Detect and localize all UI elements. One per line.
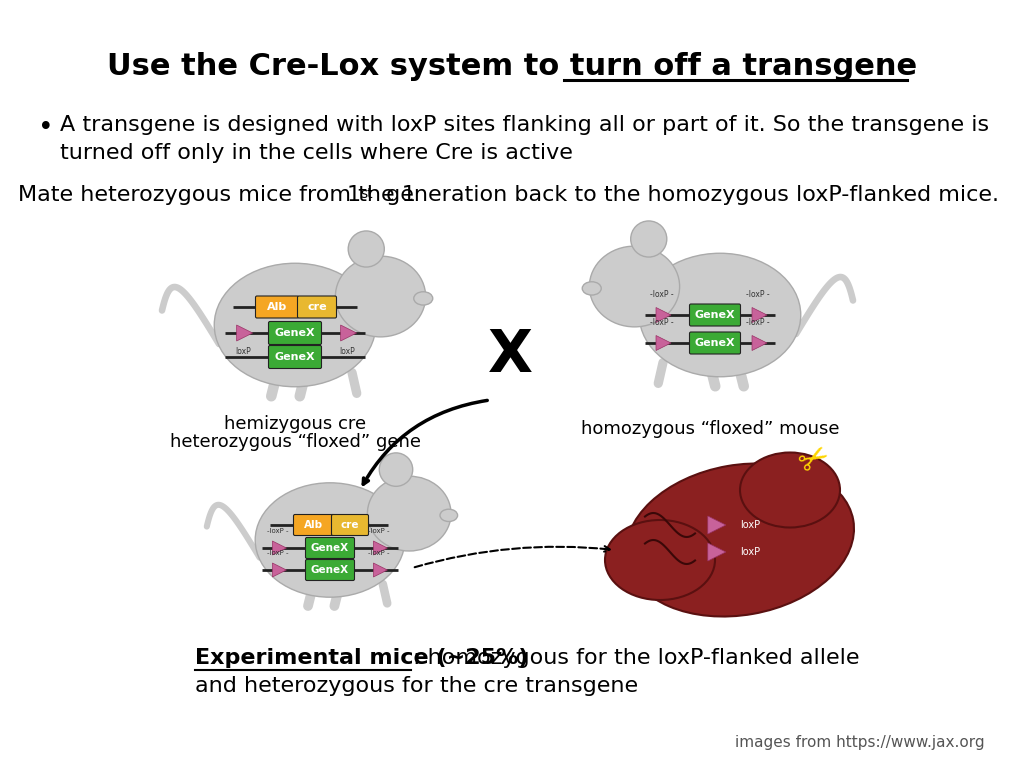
Text: loxP: loxP xyxy=(740,547,760,557)
Polygon shape xyxy=(272,541,287,555)
Polygon shape xyxy=(752,307,767,323)
Ellipse shape xyxy=(631,221,667,257)
Text: images from https://www.jax.org: images from https://www.jax.org xyxy=(735,735,985,750)
Text: st: st xyxy=(360,187,373,201)
Ellipse shape xyxy=(379,453,413,486)
Ellipse shape xyxy=(590,246,680,327)
Text: turned off only in the cells where Cre is active: turned off only in the cells where Cre i… xyxy=(60,143,572,163)
Text: GeneX: GeneX xyxy=(694,338,735,348)
Text: GeneX: GeneX xyxy=(274,328,315,338)
Polygon shape xyxy=(374,541,387,555)
Polygon shape xyxy=(272,563,287,577)
Polygon shape xyxy=(237,325,253,341)
Ellipse shape xyxy=(414,292,433,305)
FancyBboxPatch shape xyxy=(689,332,740,354)
Ellipse shape xyxy=(348,231,384,267)
FancyBboxPatch shape xyxy=(305,538,354,558)
FancyBboxPatch shape xyxy=(294,515,335,535)
Polygon shape xyxy=(656,336,671,350)
Polygon shape xyxy=(374,563,387,577)
Ellipse shape xyxy=(214,263,376,387)
Text: homozygous “floxed” mouse: homozygous “floxed” mouse xyxy=(581,420,840,438)
Ellipse shape xyxy=(626,463,854,617)
Text: : homozygous for the loxP-flanked allele: : homozygous for the loxP-flanked allele xyxy=(413,648,859,668)
Text: Alb: Alb xyxy=(304,520,324,530)
Text: ✂: ✂ xyxy=(794,438,837,482)
Text: -loxP -: -loxP - xyxy=(267,550,289,556)
Text: heterozygous “floxed” gene: heterozygous “floxed” gene xyxy=(170,433,421,451)
Text: 1: 1 xyxy=(347,185,361,205)
Ellipse shape xyxy=(255,483,404,598)
Polygon shape xyxy=(341,325,356,341)
FancyBboxPatch shape xyxy=(305,560,354,581)
Ellipse shape xyxy=(583,282,601,295)
FancyBboxPatch shape xyxy=(689,304,740,326)
FancyBboxPatch shape xyxy=(298,296,337,318)
Text: loxP: loxP xyxy=(236,347,251,356)
Text: -loxP -: -loxP - xyxy=(650,318,674,327)
Ellipse shape xyxy=(336,256,426,337)
Ellipse shape xyxy=(605,520,715,600)
Text: -loxP -: -loxP - xyxy=(369,550,390,556)
Text: loxP: loxP xyxy=(339,347,355,356)
Text: -loxP -: -loxP - xyxy=(746,318,770,327)
Ellipse shape xyxy=(740,452,840,528)
Text: loxP: loxP xyxy=(740,520,760,530)
FancyBboxPatch shape xyxy=(268,322,322,345)
Text: •: • xyxy=(38,115,53,141)
FancyBboxPatch shape xyxy=(256,296,299,318)
Text: cre: cre xyxy=(341,520,359,530)
Text: -loxP -: -loxP - xyxy=(267,528,289,534)
Polygon shape xyxy=(656,307,671,323)
Text: Experimental mice (~25%): Experimental mice (~25%) xyxy=(195,648,528,668)
Text: GeneX: GeneX xyxy=(694,310,735,320)
Text: cre: cre xyxy=(307,302,327,312)
Text: GeneX: GeneX xyxy=(274,352,315,362)
Polygon shape xyxy=(708,516,726,534)
FancyBboxPatch shape xyxy=(332,515,369,535)
Text: generation back to the homozygous loxP-flanked mice.: generation back to the homozygous loxP-f… xyxy=(379,185,999,205)
Text: and heterozygous for the cre transgene: and heterozygous for the cre transgene xyxy=(195,676,638,696)
Ellipse shape xyxy=(440,509,458,521)
Text: X: X xyxy=(487,326,532,383)
Text: -loxP -: -loxP - xyxy=(369,528,390,534)
Text: -loxP -: -loxP - xyxy=(746,290,770,299)
Text: A transgene is designed with loxP sites flanking all or part of it. So the trans: A transgene is designed with loxP sites … xyxy=(60,115,989,135)
Polygon shape xyxy=(708,543,726,561)
Text: GeneX: GeneX xyxy=(311,543,349,553)
Text: Alb: Alb xyxy=(267,302,287,312)
Text: hemizygous cre: hemizygous cre xyxy=(224,415,366,433)
Polygon shape xyxy=(752,336,767,350)
Text: Mate heterozygous mice from the 1: Mate heterozygous mice from the 1 xyxy=(18,185,416,205)
Ellipse shape xyxy=(368,476,451,551)
FancyBboxPatch shape xyxy=(268,346,322,369)
Text: GeneX: GeneX xyxy=(311,565,349,575)
Text: Use the Cre-Lox system to turn off a transgene: Use the Cre-Lox system to turn off a tra… xyxy=(106,52,918,81)
Text: -loxP -: -loxP - xyxy=(650,290,674,299)
Ellipse shape xyxy=(639,253,801,377)
